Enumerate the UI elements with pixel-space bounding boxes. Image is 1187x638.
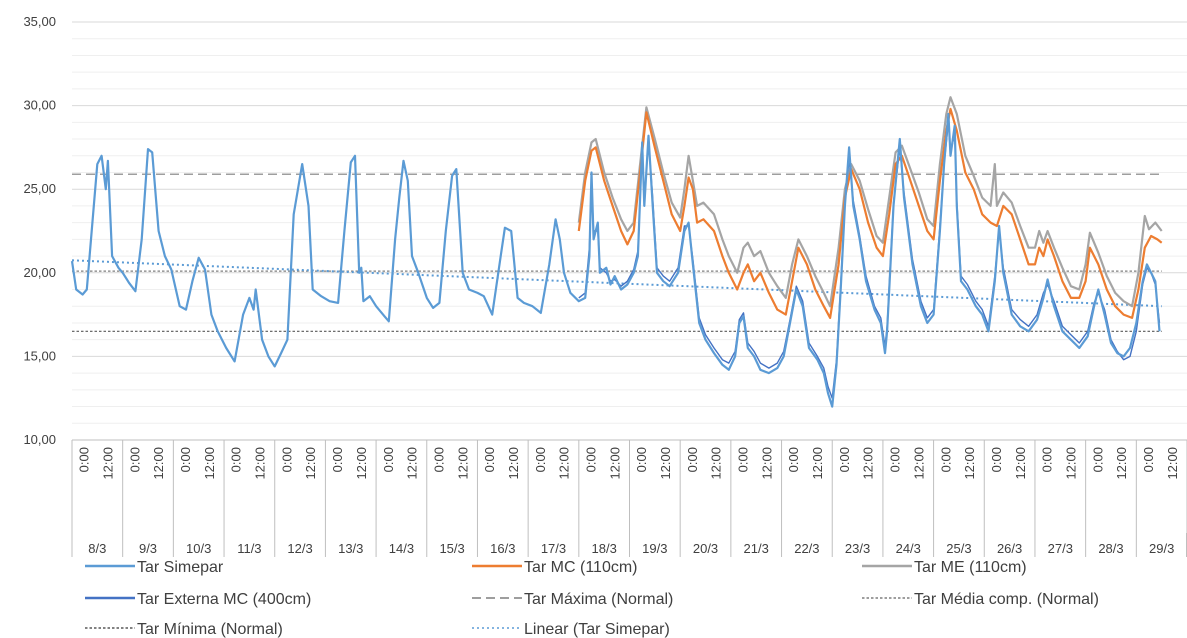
hour-tick-label: 12:00 bbox=[709, 447, 724, 480]
hour-tick-label: 12:00 bbox=[962, 447, 977, 480]
hour-tick-label: 0:00 bbox=[888, 447, 903, 472]
hour-tick-label: 0:00 bbox=[533, 447, 548, 472]
hour-tick-label: 12:00 bbox=[1114, 447, 1129, 480]
y-tick-label: 30,00 bbox=[23, 98, 56, 113]
hour-tick-label: 0:00 bbox=[736, 447, 751, 472]
day-label: 29/3 bbox=[1149, 541, 1174, 556]
day-label: 8/3 bbox=[88, 541, 106, 556]
hour-tick-label: 0:00 bbox=[431, 447, 446, 472]
hour-tick-label: 12:00 bbox=[354, 447, 369, 480]
day-label: 25/3 bbox=[946, 541, 971, 556]
hour-tick-label: 0:00 bbox=[786, 447, 801, 472]
hour-tick-label: 12:00 bbox=[506, 447, 521, 480]
day-label: 28/3 bbox=[1098, 541, 1123, 556]
hour-tick-label: 12:00 bbox=[911, 447, 926, 480]
hour-tick-label: 12:00 bbox=[253, 447, 268, 480]
series-line-tar-simepar bbox=[70, 112, 1161, 408]
y-tick-label: 35,00 bbox=[23, 14, 56, 29]
day-label: 16/3 bbox=[490, 541, 515, 556]
day-label: 14/3 bbox=[389, 541, 414, 556]
y-tick-label: 10,00 bbox=[23, 432, 56, 447]
day-label: 20/3 bbox=[693, 541, 718, 556]
hour-tick-label: 0:00 bbox=[330, 447, 345, 472]
y-tick-label: 25,00 bbox=[23, 181, 56, 196]
legend: Tar Simepar Tar MC (110cm) Tar ME (110cm) T… bbox=[85, 559, 1099, 638]
y-tick-label: 20,00 bbox=[23, 265, 56, 280]
hour-tick-label: 12:00 bbox=[861, 447, 876, 480]
day-label: 18/3 bbox=[592, 541, 617, 556]
hour-tick-label: 12:00 bbox=[100, 447, 115, 480]
day-label: 27/3 bbox=[1048, 541, 1073, 556]
gridlines bbox=[72, 21, 1187, 441]
legend-label: Tar MC (110cm) bbox=[524, 559, 638, 576]
legend-label: Tar Simepar bbox=[137, 559, 224, 576]
legend-label: Linear (Tar Simepar) bbox=[524, 621, 670, 638]
hour-tick-label: 0:00 bbox=[583, 447, 598, 472]
hour-tick-label: 0:00 bbox=[77, 447, 92, 472]
hour-tick-label: 12:00 bbox=[405, 447, 420, 480]
day-label: 22/3 bbox=[794, 541, 819, 556]
day-label: 26/3 bbox=[997, 541, 1022, 556]
hour-tick-label: 12:00 bbox=[303, 447, 318, 480]
x-axis: 0:00 12:00 8/3 0:00 12:00 9/3 0:00 12:00 10/3 0:0… bbox=[71, 439, 1187, 557]
day-label: 21/3 bbox=[744, 541, 769, 556]
legend-label: Tar Externa MC (400cm) bbox=[137, 591, 311, 608]
hour-tick-label: 12:00 bbox=[1013, 447, 1028, 480]
day-label: 17/3 bbox=[541, 541, 566, 556]
hour-tick-label: 0:00 bbox=[1090, 447, 1105, 472]
hour-tick-label: 12:00 bbox=[607, 447, 622, 480]
hour-tick-label: 0:00 bbox=[229, 447, 244, 472]
day-label: 23/3 bbox=[845, 541, 870, 556]
hour-tick-label: 0:00 bbox=[989, 447, 1004, 472]
day-label: 24/3 bbox=[896, 541, 921, 556]
hour-tick-label: 0:00 bbox=[938, 447, 953, 472]
legend-label: Tar Mínima (Normal) bbox=[137, 621, 283, 638]
day-label: 13/3 bbox=[338, 541, 363, 556]
series-line-tar-mc-110cm bbox=[577, 107, 1163, 319]
y-tick-label: 15,00 bbox=[23, 348, 56, 363]
legend-label: Tar Média comp. (Normal) bbox=[914, 591, 1099, 608]
day-label: 15/3 bbox=[439, 541, 464, 556]
day-label: 12/3 bbox=[287, 541, 312, 556]
hour-tick-label: 0:00 bbox=[381, 447, 396, 472]
legend-label: Tar ME (110cm) bbox=[914, 559, 1027, 576]
legend-label: Tar Máxima (Normal) bbox=[524, 591, 673, 608]
y-axis-ticks: 10,00 15,00 20,00 25,00 30,00 35,00 bbox=[23, 14, 56, 447]
hour-tick-label: 12:00 bbox=[202, 447, 217, 480]
hour-tick-label: 12:00 bbox=[658, 447, 673, 480]
hour-tick-label: 12:00 bbox=[151, 447, 166, 480]
hour-tick-label: 0:00 bbox=[685, 447, 700, 472]
hour-tick-label: 12:00 bbox=[810, 447, 825, 480]
hour-tick-label: 0:00 bbox=[127, 447, 142, 472]
hour-tick-label: 0:00 bbox=[279, 447, 294, 472]
day-label: 11/3 bbox=[237, 541, 261, 556]
day-label: 9/3 bbox=[139, 541, 157, 556]
hour-tick-label: 12:00 bbox=[1063, 447, 1078, 480]
day-label: 10/3 bbox=[186, 541, 211, 556]
hour-tick-label: 0:00 bbox=[837, 447, 852, 472]
hour-tick-label: 0:00 bbox=[482, 447, 497, 472]
series-line-linear-tar-simepar bbox=[71, 259, 1162, 308]
series-lines bbox=[70, 96, 1163, 408]
hour-tick-label: 0:00 bbox=[1141, 447, 1156, 472]
hour-tick-label: 12:00 bbox=[759, 447, 774, 480]
day-label: 19/3 bbox=[642, 541, 667, 556]
hour-tick-label: 0:00 bbox=[178, 447, 193, 472]
hour-tick-label: 12:00 bbox=[557, 447, 572, 480]
hour-tick-label: 0:00 bbox=[634, 447, 649, 472]
hour-tick-label: 12:00 bbox=[1165, 447, 1180, 480]
series-line-tar-me-110cm bbox=[577, 96, 1163, 308]
hour-tick-label: 0:00 bbox=[1040, 447, 1055, 472]
hour-tick-label: 12:00 bbox=[455, 447, 470, 480]
